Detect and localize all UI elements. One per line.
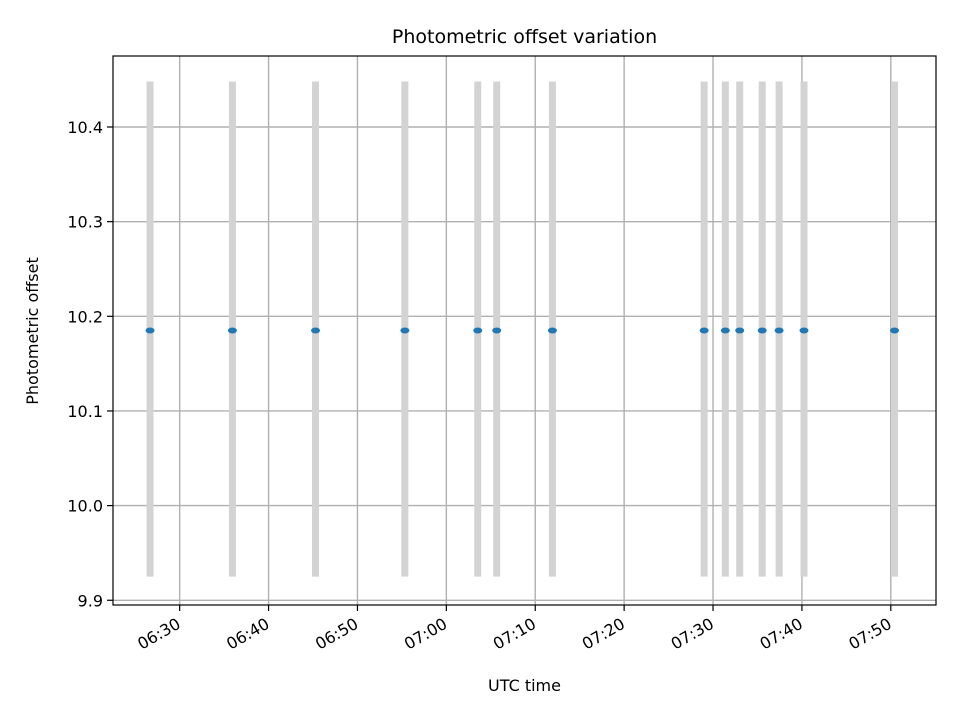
- y-tick-label: 10.1: [67, 402, 103, 421]
- x-axis-title: UTC time: [488, 676, 561, 695]
- y-tick-label: 9.9: [78, 591, 103, 610]
- data-point: [699, 327, 709, 334]
- data-point: [227, 327, 237, 334]
- data-point: [145, 327, 155, 334]
- y-axis: 9.9 10.0 10.1 10.2 10.3 10.4: [67, 118, 113, 610]
- y-tick-label: 10.3: [67, 213, 103, 232]
- data-point: [757, 327, 767, 334]
- data-point: [492, 327, 502, 334]
- chart-title: Photometric offset variation: [392, 26, 657, 48]
- point-layer: [145, 327, 900, 334]
- plot-frame: [112, 55, 937, 606]
- data-point: [547, 327, 557, 334]
- y-tick-label: 10.2: [67, 307, 103, 326]
- data-point: [890, 327, 900, 334]
- data-point: [311, 327, 321, 334]
- data-point: [473, 327, 483, 334]
- data-point: [799, 327, 809, 334]
- y-tick-label: 10.0: [67, 497, 103, 516]
- y-tick-label: 10.4: [67, 118, 103, 137]
- y-axis-title: Photometric offset: [23, 257, 42, 405]
- data-point: [400, 327, 410, 334]
- data-point: [735, 327, 745, 334]
- data-point: [774, 327, 784, 334]
- data-point: [720, 327, 730, 334]
